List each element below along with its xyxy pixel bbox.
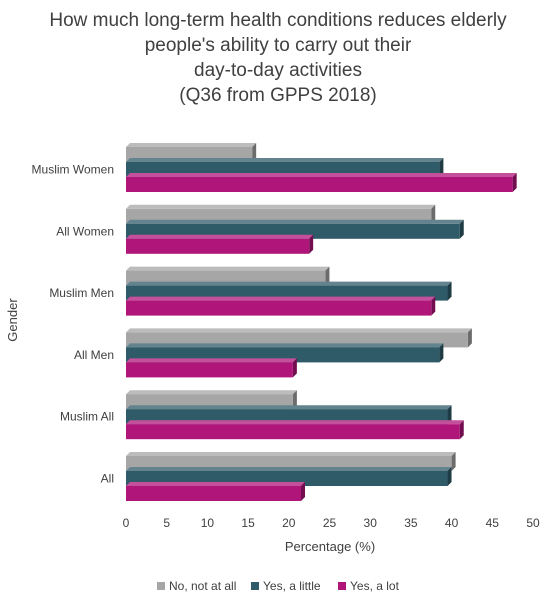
x-tick-label: 25: [323, 516, 337, 530]
bar-side-face: [459, 420, 464, 440]
bar-side-face: [431, 204, 436, 224]
bar: [126, 296, 436, 316]
chart-title-line-2: people's ability to carry out their: [145, 35, 412, 56]
legend-item: No, not at all: [157, 579, 236, 593]
y-category-label: Muslim Men: [49, 286, 114, 300]
bar-top-face: [126, 328, 472, 333]
bar-top-face: [126, 281, 452, 286]
chart-title-line-3: day-to-day activities: [194, 60, 362, 81]
bar-top-face: [126, 266, 330, 271]
legend-swatch: [338, 582, 346, 590]
y-category-label: All: [101, 472, 114, 486]
bar-top-face: [126, 173, 517, 177]
bar-side-face: [301, 482, 306, 501]
bar-side-face: [447, 405, 452, 425]
bar: [126, 420, 464, 440]
bar-side-face: [439, 158, 444, 177]
bar: [126, 173, 517, 192]
legend-label: Yes, a lot: [350, 579, 400, 593]
bar-side-face: [439, 343, 444, 363]
bar-top-face: [126, 204, 436, 209]
y-category-label: All Men: [74, 348, 114, 362]
bar-top-face: [126, 219, 464, 224]
legend-swatch: [251, 582, 259, 590]
x-tick-label: 50: [526, 516, 540, 530]
bar-top-face: [126, 420, 464, 425]
bar-side-face: [325, 266, 330, 286]
legend-swatch: [157, 582, 165, 590]
x-tick-label: 0: [123, 516, 130, 530]
x-tick-label: 30: [364, 516, 378, 530]
bar-front-face: [126, 238, 310, 254]
bar-top-face: [126, 234, 314, 239]
bar-front-face: [126, 424, 460, 440]
bar-top-face: [126, 358, 297, 363]
x-tick-label: 10: [201, 516, 215, 530]
y-category-label: All Women: [56, 224, 114, 238]
legend: No, not at all Yes, a little Yes, a lot: [157, 579, 400, 593]
y-category-label: Muslim Women: [32, 163, 114, 177]
bar: [126, 234, 314, 254]
bar: [126, 482, 306, 501]
x-tick-label: 5: [163, 516, 170, 530]
bar-top-face: [126, 158, 444, 162]
x-tick-label: 45: [486, 516, 500, 530]
bar-side-face: [309, 234, 314, 254]
bar-side-face: [459, 219, 464, 239]
bar: [126, 358, 297, 378]
bar-front-face: [126, 362, 293, 378]
chart-title: How much long-term health conditions red…: [49, 10, 507, 106]
bar-side-face: [447, 467, 452, 486]
bar-side-face: [512, 173, 517, 192]
bar-top-face: [126, 343, 444, 348]
bar-side-face: [447, 281, 452, 301]
legend-item: Yes, a lot: [338, 579, 400, 593]
bar-top-face: [126, 296, 436, 301]
chart-title-line-1: How much long-term health conditions red…: [49, 10, 507, 31]
bar-top-face: [126, 452, 456, 456]
bar-front-face: [126, 177, 513, 192]
legend-label: No, not at all: [169, 579, 236, 593]
x-tick-label: 15: [241, 516, 255, 530]
x-axis-title: Percentage (%): [285, 539, 375, 554]
plot-area: 0 5 10 15 20 25 30 35 40 45 50 Muslim Women All Wome…: [32, 143, 540, 530]
bar-top-face: [126, 143, 257, 147]
bar-front-face: [126, 486, 302, 501]
x-tick-label: 20: [282, 516, 296, 530]
bar-side-face: [431, 296, 436, 316]
y-axis-title: Gender: [5, 298, 20, 342]
bar-side-face: [252, 143, 257, 162]
legend-label: Yes, a little: [263, 579, 321, 593]
x-tick-label: 35: [404, 516, 418, 530]
bar-side-face: [292, 358, 297, 378]
bar-side-face: [292, 390, 297, 410]
x-tick-label: 40: [445, 516, 459, 530]
y-category-label: Muslim All: [60, 410, 114, 424]
bar-top-face: [126, 482, 306, 486]
bar-side-face: [467, 328, 472, 348]
bar-top-face: [126, 467, 452, 471]
chart-title-line-4: (Q36 from GPPS 2018): [179, 85, 376, 106]
legend-item: Yes, a little: [251, 579, 321, 593]
bar-top-face: [126, 405, 452, 410]
bar-top-face: [126, 390, 297, 395]
bar-side-face: [451, 452, 456, 471]
bar-front-face: [126, 300, 432, 316]
